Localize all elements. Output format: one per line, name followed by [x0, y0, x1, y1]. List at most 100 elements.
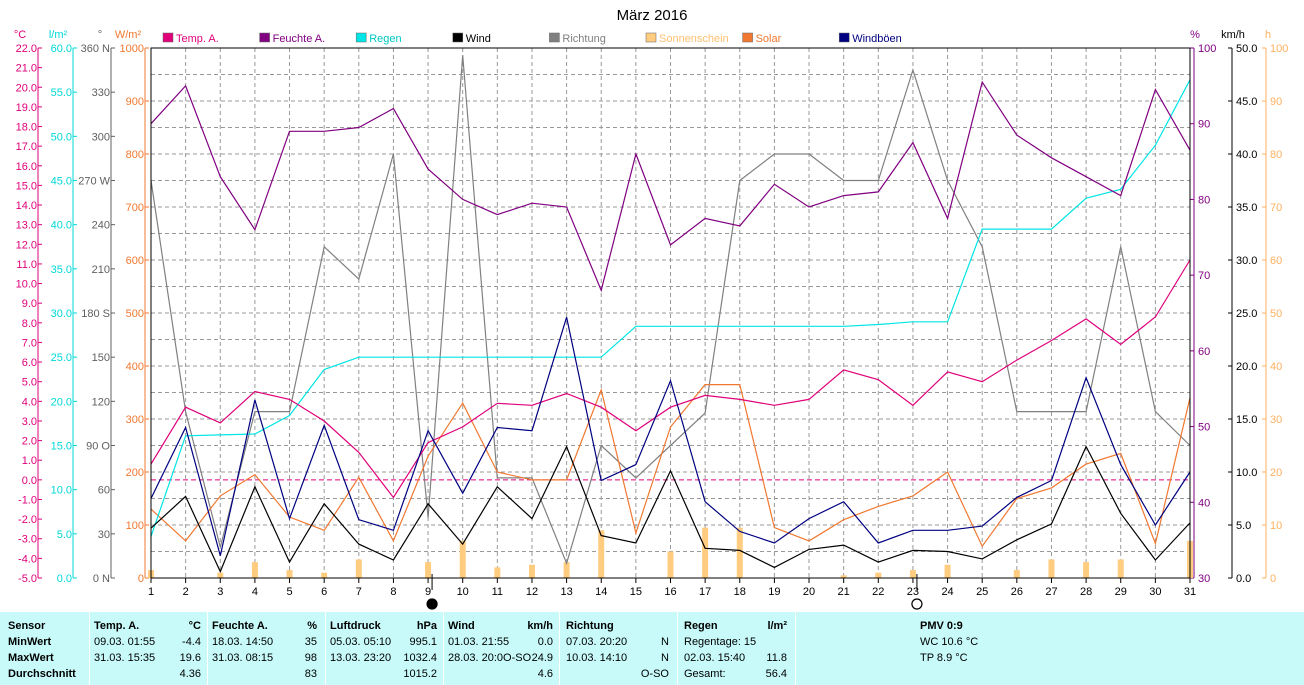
- solar-tick-label: 400: [126, 361, 144, 373]
- day-tick-label: 7: [356, 586, 362, 598]
- legend-label: Richtung: [562, 33, 605, 45]
- day-tick-label: 27: [1045, 586, 1057, 598]
- weather-chart: März 2016 °C l/m² ° W/m²% km/h h Temp. A. Feuc…: [14, 7, 1289, 610]
- stats-row-max: MaxWert: [8, 652, 54, 664]
- solar-tick-label: 500: [126, 308, 144, 320]
- day-tick-label: 26: [1011, 586, 1023, 598]
- dir-tick-label: 0 N: [93, 573, 110, 585]
- legend-label: Temp. A.: [176, 33, 219, 45]
- humidity-tick-label: 60: [1198, 346, 1210, 358]
- stats-rain-total-label: Gesamt:: [684, 668, 726, 680]
- wind-tick-label: 0.0: [1236, 573, 1251, 585]
- temp-tick-label: 17.0: [16, 141, 37, 153]
- rain-tick-label: 20.0: [51, 396, 72, 408]
- day-tick-label: 18: [734, 586, 746, 598]
- dir-tick-label: 150: [92, 352, 110, 364]
- stats-humidity-column: Feuchte A.% 18.03. 14:50 35 31.03. 08:15 9…: [208, 612, 326, 685]
- solar-tick-label: 600: [126, 255, 144, 267]
- temp-tick-label: -5.0: [18, 573, 37, 585]
- series-line-wind: [150, 445, 1191, 574]
- stats-pressure-max-value: 1032.4: [403, 652, 437, 664]
- solar-tick-label: 300: [126, 414, 144, 426]
- dir-tick-label: 270 W: [78, 176, 110, 188]
- temp-tick-label: 14.0: [16, 200, 37, 212]
- humidity-tick-label: 30: [1198, 573, 1210, 585]
- humidity-tick-label: 100: [1198, 43, 1216, 55]
- legend-swatch: [355, 32, 367, 43]
- stats-pmv-wc: WC 10.6 °C: [920, 636, 979, 648]
- sunshine-bar: [1013, 570, 1020, 578]
- legend-label: Solar: [756, 33, 782, 45]
- axis-unit-labels: °C l/m² ° W/m²% km/h h: [14, 29, 1271, 41]
- stats-pressure-unit: hPa: [416, 620, 437, 632]
- sunshine-bar: [286, 570, 293, 578]
- day-tick-label: 6: [321, 586, 327, 598]
- temp-tick-label: 18.0: [16, 122, 37, 134]
- sun-tick-label: 60: [1270, 255, 1282, 267]
- solar-unit-label: W/m²: [115, 29, 142, 41]
- stats-rain-max-time: 02.03. 15:40: [684, 652, 746, 664]
- wind-tick-label: 50.0: [1236, 43, 1257, 55]
- stats-pressure-min-value: 995.1: [409, 636, 437, 648]
- statistics-panel: Sensor MinWert MaxWert Durchschnitt Temp…: [0, 612, 1304, 685]
- stats-humidity-avg-value: 83: [304, 668, 317, 680]
- day-tick-label: 8: [390, 586, 396, 598]
- sun-tick-label: 20: [1270, 467, 1282, 479]
- series-line-windböen: [150, 317, 1191, 556]
- legend: Temp. A. Feuchte A. Regen Wind Richtung Sonne…: [162, 32, 902, 45]
- sun-tick-label: 0: [1270, 573, 1276, 585]
- axes: -5.0 -4.0 -3.0 -2.0 -1.0 0.0 1.0 2.0 3.0 4.0 5.0 6.…: [16, 43, 1289, 598]
- solar-tick-label: 100: [126, 520, 144, 532]
- sun-tick-label: 80: [1270, 149, 1282, 161]
- legend-swatch: [259, 32, 270, 43]
- day-tick-label: 13: [560, 586, 572, 598]
- stats-humidity-max-time: 31.03. 08:15: [212, 652, 274, 664]
- day-tick-label: 17: [699, 586, 711, 598]
- sunshine-bar: [494, 567, 501, 578]
- dir-tick-label: 180 S: [81, 308, 110, 320]
- legend-swatch: [838, 32, 850, 43]
- stats-sensor-header: Sensor: [8, 620, 46, 632]
- stats-direction-max-value: N: [661, 652, 669, 664]
- temp-tick-label: 1.0: [22, 455, 37, 467]
- sun-tick-label: 10: [1270, 520, 1282, 532]
- rain-tick-label: 15.0: [51, 441, 72, 453]
- sun-tick-label: 30: [1270, 414, 1282, 426]
- sunshine-bar: [459, 540, 466, 578]
- day-tick-label: 11: [492, 586, 503, 598]
- solar-tick-label: 700: [126, 202, 144, 214]
- humidity-tick-label: 50: [1198, 422, 1210, 434]
- humidity-tick-label: 70: [1198, 270, 1210, 282]
- day-tick-label: 10: [457, 586, 469, 598]
- day-tick-label: 29: [1115, 586, 1127, 598]
- wind-unit-label: km/h: [1221, 29, 1245, 41]
- stats-wind-max-value: 24.9: [531, 652, 553, 664]
- stats-wind-min-time: 01.03. 21:55: [448, 636, 510, 648]
- day-tick-label: 1: [148, 586, 154, 598]
- series-line-regen: [150, 79, 1191, 537]
- stats-humidity-min-time: 18.03. 14:50: [212, 636, 274, 648]
- sunshine-bar: [217, 572, 224, 578]
- sun-tick-label: 90: [1270, 96, 1282, 108]
- sunshine-bar: [355, 559, 362, 578]
- sunshine-bar: [321, 572, 328, 578]
- temp-tick-label: 10.0: [16, 279, 37, 291]
- day-tick-label: 3: [217, 586, 223, 598]
- sunshine-bar: [875, 572, 882, 578]
- temp-tick-label: 4.0: [22, 396, 37, 408]
- day-tick-label: 2: [183, 586, 189, 598]
- dir-tick-label: 360 N: [81, 43, 110, 55]
- stats-temp-max-time: 31.03. 15:35: [94, 652, 156, 664]
- wind-tick-label: 45.0: [1236, 96, 1257, 108]
- stats-temp-header: Temp. A.: [94, 620, 140, 632]
- solar-tick-label: 900: [126, 96, 144, 108]
- moon-markers: [426, 574, 923, 610]
- stats-pmv-tp: TP 8.9 °C: [920, 652, 968, 664]
- rain-tick-label: 25.0: [51, 352, 72, 364]
- stats-temp-min-value: -4.4: [182, 636, 201, 648]
- sunshine-bars: [148, 527, 1193, 578]
- stats-wind-header: Wind: [448, 620, 475, 632]
- temp-tick-label: -3.0: [18, 534, 37, 546]
- sunshine-bar: [944, 564, 951, 578]
- stats-humidity-min-value: 35: [304, 636, 317, 648]
